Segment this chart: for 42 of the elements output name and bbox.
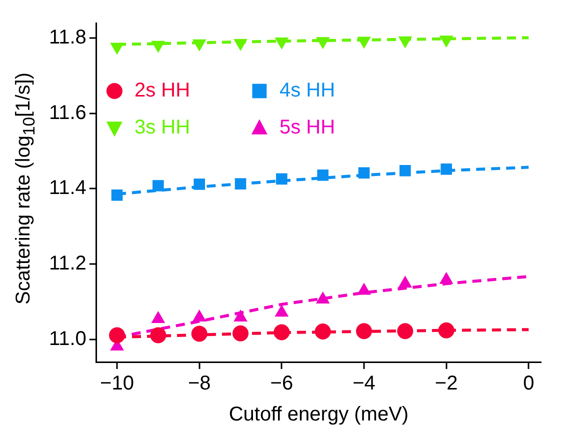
legend-label: 3s HH xyxy=(134,116,190,139)
point xyxy=(357,282,371,295)
point xyxy=(398,36,412,48)
legend-label: 5s HH xyxy=(279,116,336,139)
point xyxy=(316,291,330,304)
x-axis-title: Cutoff energy (meV) xyxy=(228,404,409,426)
x-tick-label: −10 xyxy=(100,372,134,395)
x-tick-label: −2 xyxy=(434,372,458,395)
y-tick-label: 11.4 xyxy=(48,177,86,200)
legend-label: 4s HH xyxy=(279,80,336,102)
point xyxy=(316,37,330,50)
point xyxy=(111,189,123,201)
point xyxy=(317,170,328,181)
point xyxy=(276,173,288,185)
point xyxy=(400,164,411,176)
point xyxy=(439,272,454,284)
legend-label: 2s HH xyxy=(134,80,190,102)
y-tick-label: 11.8 xyxy=(48,26,86,49)
point xyxy=(274,37,289,50)
y-tick-label: 11.6 xyxy=(48,102,86,124)
x-tick-label: 0 xyxy=(523,372,534,395)
y-tick-label: 11.2 xyxy=(48,252,86,275)
point xyxy=(192,310,206,322)
point xyxy=(439,36,454,48)
y-tick-label: 11.0 xyxy=(48,328,86,350)
x-tick-label: −4 xyxy=(352,372,376,395)
x-tick-label: −8 xyxy=(188,372,211,395)
point xyxy=(398,276,412,288)
point xyxy=(152,180,164,192)
point xyxy=(358,167,370,179)
point xyxy=(110,42,124,55)
point xyxy=(234,310,248,322)
point xyxy=(274,304,289,317)
x-tick-label: −6 xyxy=(270,372,294,395)
point xyxy=(194,178,206,190)
point xyxy=(151,311,166,324)
point xyxy=(357,36,371,49)
point xyxy=(234,178,246,190)
point xyxy=(192,39,206,52)
point xyxy=(440,163,452,175)
point xyxy=(151,40,166,53)
point xyxy=(234,38,248,51)
